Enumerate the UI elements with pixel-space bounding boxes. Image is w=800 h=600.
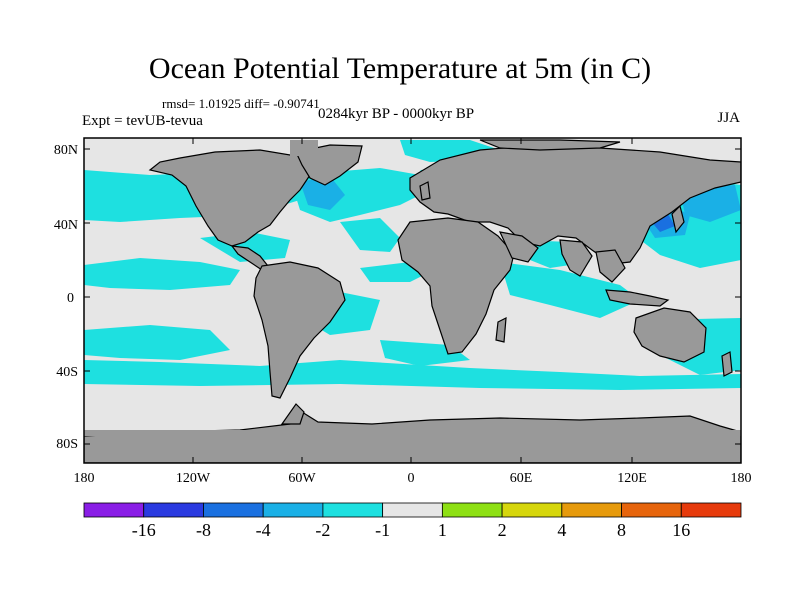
land-africa (397, 217, 515, 355)
anomaly-south-pacific (84, 325, 230, 360)
land-arctic-islands (479, 139, 621, 151)
colorbar-swatch (441, 502, 503, 518)
land-arabia (498, 231, 539, 263)
land-india (559, 239, 593, 277)
anomaly-southern-band (84, 360, 741, 390)
period-label: 0284kyr BP - 0000kyr BP (318, 106, 475, 122)
land-indonesia (605, 289, 670, 307)
colorbar-labels: -16 -8 -4 -2 -1 1 2 4 8 16 (132, 520, 691, 540)
lon-label-0: 0 (408, 471, 415, 486)
colorbar-label: 16 (672, 520, 690, 540)
ice-shelf (84, 140, 741, 436)
colorbar-label: -16 (132, 520, 156, 540)
colorbar-swatch (382, 502, 443, 518)
colorbar-label: -8 (196, 520, 211, 540)
season-label: JJA (717, 110, 740, 126)
lat-label-40n: 40N (54, 218, 78, 233)
lon-label-60w: 60W (288, 471, 316, 486)
colorbar-swatch (322, 502, 384, 518)
colorbar-swatch (621, 502, 682, 518)
land-mask (84, 139, 741, 463)
stats-label: rmsd= 1.01925 diff= -0.90741 (162, 96, 320, 111)
colorbar-label: 8 (617, 520, 626, 540)
colorbar-label: -2 (315, 520, 330, 540)
lat-label-40s: 40S (56, 365, 78, 380)
colorbar-swatch (561, 502, 622, 518)
colorbar-swatch (143, 502, 204, 518)
colorbar-swatch (501, 502, 563, 518)
colorbar-swatch (203, 502, 264, 518)
anomaly-tropical-pacific-north (84, 258, 240, 290)
land-southeast-asia (595, 249, 626, 283)
colorbar-label: -1 (375, 520, 390, 540)
colorbar-label: 4 (557, 520, 566, 540)
lat-label-0: 0 (67, 291, 74, 306)
colorbar-label: -4 (256, 520, 271, 540)
colorbar-swatch (83, 502, 145, 518)
land-uk (419, 181, 431, 201)
colorbar (83, 502, 742, 518)
land-eurasia (409, 144, 741, 265)
colorbar-label: 2 (498, 520, 507, 540)
lon-label-180w: 180 (74, 471, 95, 486)
anomaly-tropical-atlantic (340, 218, 400, 252)
land-australia (633, 307, 707, 363)
lat-label-80s: 80S (56, 437, 78, 452)
land-antarctic-peninsula (280, 403, 305, 425)
anomaly-labrador (300, 176, 345, 210)
colorbar-label: 1 (438, 520, 447, 540)
lon-label-120w: 120W (176, 471, 211, 486)
colorbar-swatch (680, 502, 742, 518)
map-frame (83, 137, 742, 464)
land-madagascar (495, 316, 507, 343)
lon-label-60e: 60E (510, 471, 533, 486)
axis-ticks (83, 138, 742, 463)
land-south-america (253, 261, 346, 399)
land-new-zealand (721, 351, 733, 377)
land-japan (671, 204, 685, 234)
lon-label-120e: 120E (617, 471, 647, 486)
experiment-label: Expt = tevUB-tevua (82, 113, 203, 129)
land-antarctica (84, 411, 741, 463)
lon-label-180e: 180 (731, 471, 752, 486)
colorbar-swatch (262, 502, 324, 518)
lat-label-80n: 80N (54, 143, 78, 158)
map-title: Ocean Potential Temperature at 5m (in C) (148, 52, 652, 85)
anomaly-indian-ocean (500, 262, 640, 318)
